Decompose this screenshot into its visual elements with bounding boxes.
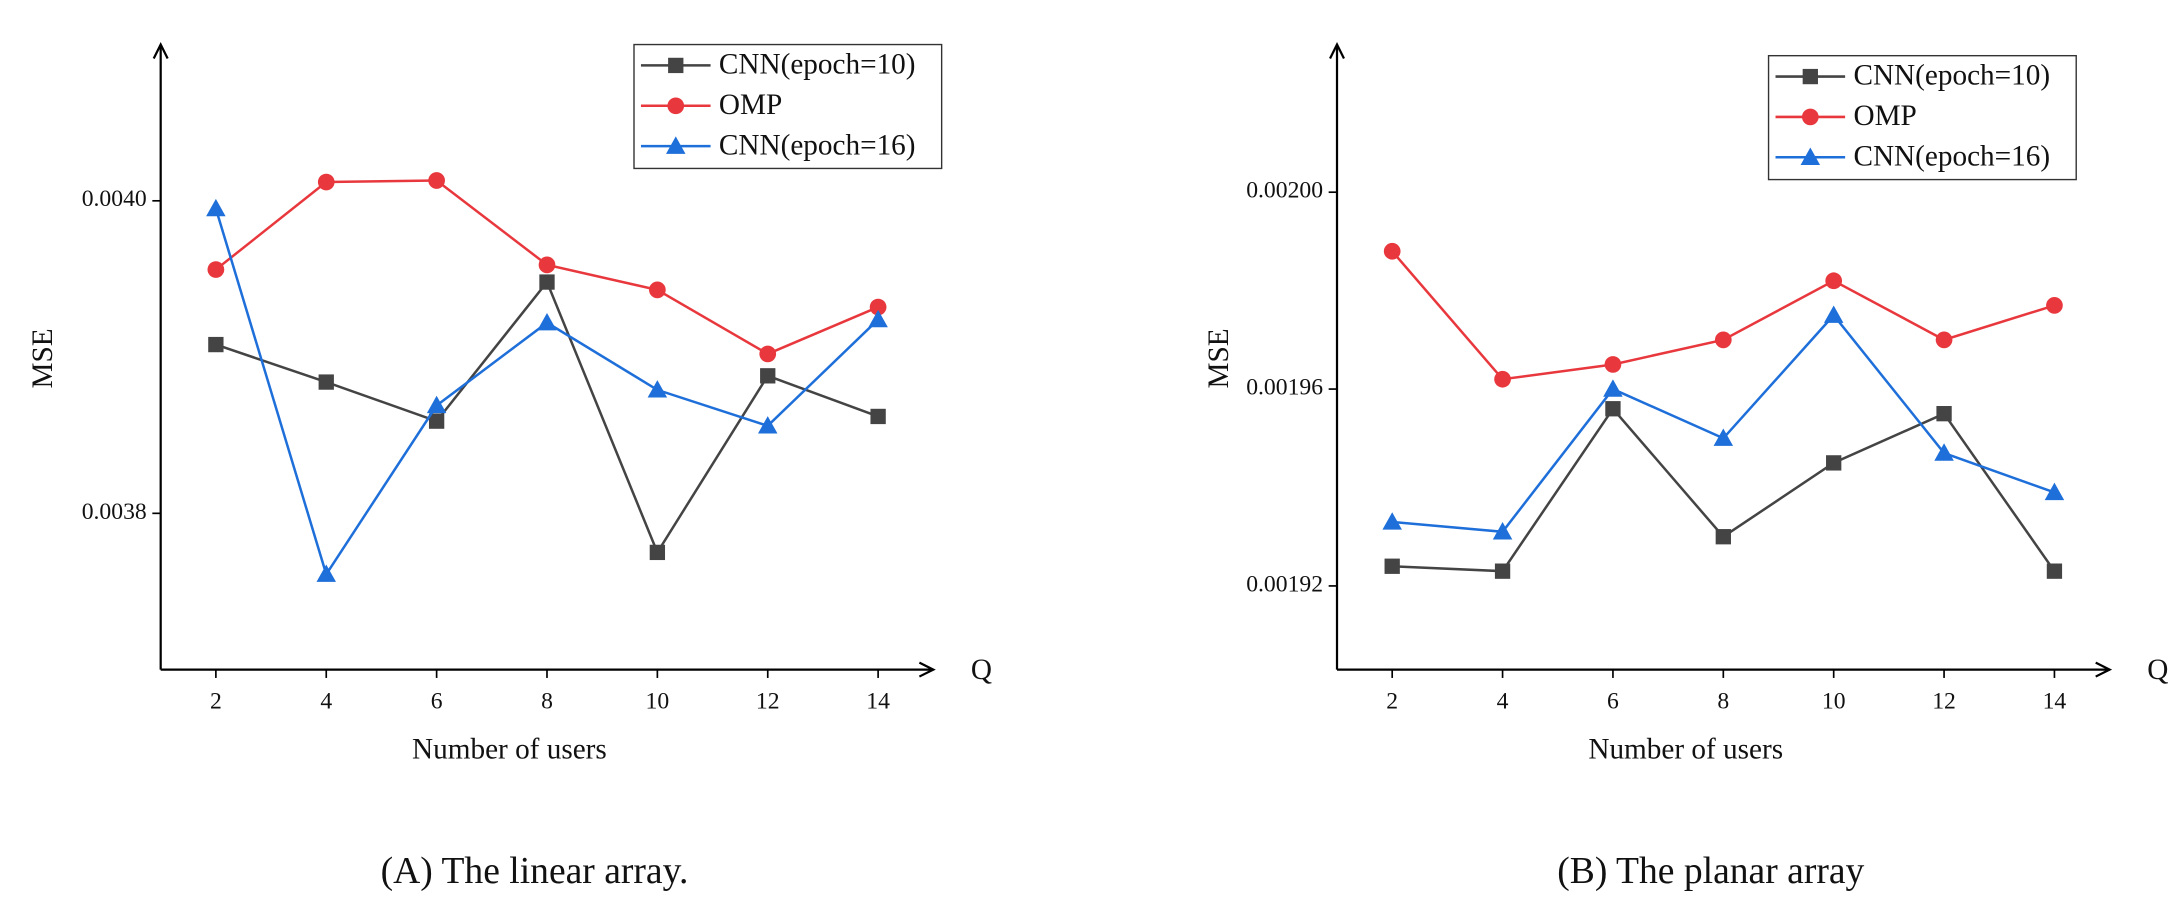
x-tick-label: 4 [1497,688,1509,714]
x-tick-label: 6 [1607,688,1619,714]
y-tick-label: 0.00192 [1246,571,1323,597]
x-tick-label: 4 [320,688,332,714]
y-tick-label: 0.0040 [82,186,147,212]
marker [538,256,556,274]
axis-end-label: Q [971,654,992,686]
marker [537,312,557,331]
caption: (A) The linear array. [381,851,689,892]
marker [1382,512,1402,530]
y-axis-arrow [152,42,169,59]
marker [647,380,668,398]
marker [316,564,336,582]
marker [649,281,666,299]
x-tick-label: 14 [2043,688,2067,714]
marker [208,336,224,353]
marker [1605,401,1621,417]
marker [1713,428,1734,446]
x-axis-arrow [2095,661,2113,678]
marker [666,136,686,154]
marker [2046,563,2063,579]
legend-label: OMP [1853,100,1916,132]
y-tick-label: 0.00200 [1246,178,1323,204]
x-axis-arrow [918,661,936,678]
marker [2044,482,2065,501]
caption: (B) The planar array [1557,851,1864,892]
marker [426,395,447,414]
marker [1826,455,1842,471]
marker [1384,558,1400,574]
marker [1823,305,1844,323]
series-line [1391,250,2055,381]
marker [1494,563,1511,579]
marker [1935,331,1953,349]
x-tick-label: 2 [1386,688,1398,714]
x-tick-label: 14 [866,688,890,714]
y-axis-arrow [1329,42,1345,59]
marker [1802,68,1818,85]
marker [1800,147,1821,165]
legend-label: OMP [719,89,782,121]
marker [760,368,776,384]
marker [317,173,335,191]
marker [757,416,778,434]
marker [668,57,684,74]
legend-label: CNN(epoch=16) [719,129,916,161]
marker [1492,522,1513,540]
y-axis-label: MSE [1203,328,1235,388]
marker [667,97,685,115]
legend-label: CNN(epoch=10) [1853,60,2050,92]
x-tick-label: 12 [756,688,780,714]
marker [1825,272,1843,290]
marker [1936,406,1952,422]
y-tick-label: 0.0038 [82,499,147,525]
x-tick-label: 6 [431,688,443,714]
x-tick-label: 12 [1932,688,1956,714]
marker [318,374,334,390]
axis-end-label: Q [2147,654,2168,686]
y-axis-label: MSE [27,328,59,388]
x-tick-label: 2 [210,688,222,714]
x-tick-label: 10 [1822,688,1846,714]
legend-label: CNN(epoch=16) [1853,140,2050,172]
x-axis-label: Number of users [412,733,607,765]
marker [206,198,226,217]
marker [428,413,445,429]
marker [1801,108,1819,126]
marker [1494,370,1511,388]
marker [870,408,886,425]
x-axis-label: Number of users [1588,733,1783,765]
legend-label: CNN(epoch=10) [719,49,916,81]
marker [2046,297,2063,314]
x-tick-label: 10 [646,688,670,714]
x-tick-label: 8 [1717,688,1729,714]
y-tick-label: 0.00196 [1246,375,1323,401]
marker [539,274,555,290]
marker [1603,379,1623,397]
marker [428,172,445,189]
marker [207,261,225,278]
marker [1714,331,1732,349]
marker [649,544,666,561]
x-tick-label: 8 [541,688,553,714]
marker [759,345,777,363]
marker [1383,242,1401,260]
marker [1715,529,1731,545]
marker [1604,356,1622,373]
marker [869,298,887,316]
marker [868,309,888,328]
marker [1934,443,1954,461]
